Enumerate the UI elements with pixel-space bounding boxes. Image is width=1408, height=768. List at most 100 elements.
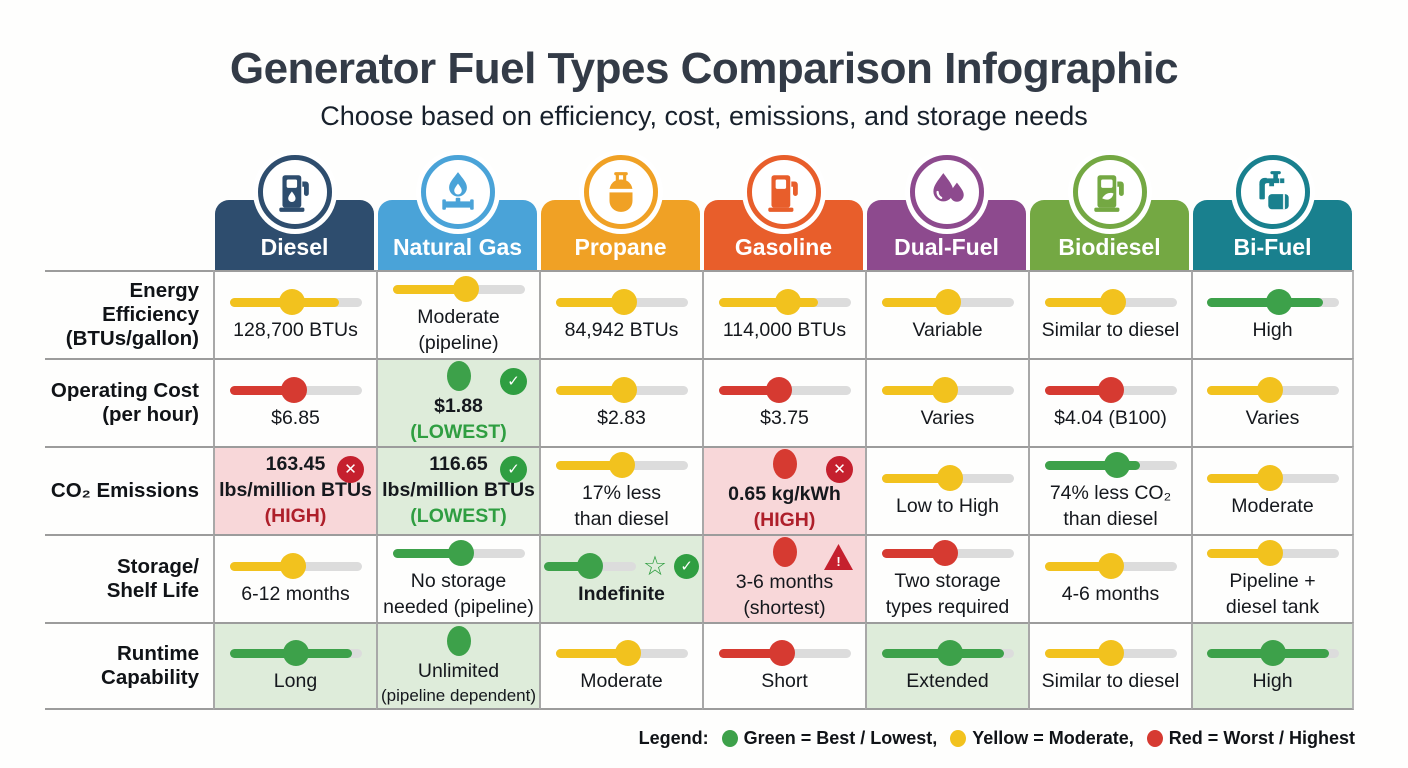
cell-value: $1.88	[434, 395, 483, 418]
slider-knob	[1097, 553, 1124, 580]
slider-knob	[768, 640, 795, 667]
rating-indicator	[1206, 375, 1339, 405]
cell-propane-energy-efficiency: 84,942 BTUs	[539, 270, 702, 358]
rating-slider	[392, 538, 525, 568]
cell-value: $6.85	[271, 407, 320, 430]
gas-flame-valve-icon	[420, 155, 495, 229]
rating-slider	[1206, 287, 1339, 317]
cell-value: Long	[273, 670, 318, 693]
cell-biodiesel-operating-cost: $4.04 (B100)	[1028, 358, 1191, 446]
rating-slider	[1044, 450, 1177, 480]
column-header-diesel: Diesel	[215, 155, 374, 270]
cell-natural-gas-runtime-capability: Unlimited (pipeline dependent)	[376, 622, 539, 710]
column-title-bi-fuel: Bi-Fuel	[1233, 234, 1312, 260]
rating-indicator	[772, 537, 797, 569]
legend-items: Green = Best / Lowest, Yellow = Moderate,…	[721, 728, 1355, 749]
cell-value: Similar to diesel	[1041, 319, 1180, 342]
rating-slider	[881, 375, 1014, 405]
slider-knob	[1259, 640, 1286, 667]
fuel-pump-icon	[746, 155, 821, 229]
column-title-natural-gas: Natural Gas	[392, 234, 523, 260]
cell-value: 128,700 BTUs	[233, 319, 358, 342]
column-title-diesel: Diesel	[260, 234, 329, 260]
rating-indicator	[881, 287, 1014, 317]
column-header-dual-fuel: Dual-Fuel	[867, 155, 1026, 270]
cell-value: Short	[761, 670, 808, 693]
legend-item-0: Green = Best / Lowest,	[721, 728, 938, 749]
cell-value: (HIGH)	[753, 509, 816, 531]
row-label-line: Capability	[101, 666, 199, 689]
rating-slider	[555, 375, 688, 405]
rating-slider	[1044, 638, 1177, 668]
rating-dot	[446, 361, 471, 392]
gas-flame-valve-icon	[441, 172, 474, 210]
legend-label: Legend:	[638, 728, 709, 748]
cell-value: 4-6 months	[1061, 583, 1160, 606]
legend-item-2: Red = Worst / Highest	[1146, 728, 1355, 749]
slider-knob	[937, 640, 964, 667]
rating-slider	[555, 450, 688, 480]
cell-value: 163.45	[265, 453, 326, 476]
cell-dual-fuel-co2-emissions: Low to High	[865, 446, 1028, 534]
cell-diesel-operating-cost: $6.85	[213, 358, 376, 446]
cell-value: (pipeline)	[418, 332, 499, 354]
slider-fill	[718, 386, 792, 396]
column-header-bi-fuel: Bi-Fuel	[1193, 155, 1352, 270]
slider-fill	[392, 285, 475, 295]
fuel-pump-icon	[767, 175, 798, 212]
cell-propane-runtime-capability: Moderate	[539, 622, 702, 710]
rating-indicator	[718, 638, 851, 668]
cross-badge-icon: ✕	[337, 456, 364, 483]
cell-value: needed (pipeline)	[383, 596, 534, 618]
legend-item-text: Green = Best / Lowest,	[743, 728, 938, 748]
row-label-energy-efficiency: Energy Efficiency (BTUs/gallon)	[45, 270, 213, 358]
cell-value: 3-6 months	[735, 571, 834, 594]
cell-value: High	[1252, 319, 1293, 342]
comparison-table: Diesel Natural Gas Propane Gasoline Dual-Fue…	[45, 155, 1354, 710]
slider-fill	[881, 298, 956, 308]
slider-fill	[1044, 298, 1122, 308]
rating-indicator	[446, 625, 471, 658]
slider-fill	[718, 298, 818, 308]
cell-dual-fuel-operating-cost: Varies	[865, 358, 1028, 446]
cell-diesel-runtime-capability: Long	[213, 622, 376, 710]
rating-slider	[718, 287, 851, 317]
row-label-line: Shelf Life	[106, 579, 199, 602]
slider-fill	[1206, 474, 1280, 484]
row-label-storage-shelf-life: Storage/Shelf Life	[45, 534, 213, 622]
cell-propane-operating-cost: $2.83	[539, 358, 702, 446]
slider-fill	[1044, 649, 1118, 659]
slider-knob	[1100, 289, 1127, 316]
cell-biodiesel-co2-emissions: 74% less CO₂ than diesel	[1028, 446, 1191, 534]
rating-slider	[1206, 538, 1339, 568]
cell-value: 6-12 months	[241, 583, 350, 606]
table-corner	[45, 155, 213, 270]
rating-indicator	[881, 375, 1014, 405]
cell-natural-gas-storage-shelf-life: No storage needed (pipeline)	[376, 534, 539, 622]
cell-value: lbs/million BTUs	[219, 479, 372, 502]
slider-knob	[934, 289, 961, 316]
pipe-tank-icon	[1258, 171, 1289, 210]
slider-knob	[1104, 452, 1131, 479]
slider-knob	[931, 540, 958, 567]
rating-slider	[718, 375, 851, 405]
row-label-line: (per hour)	[102, 403, 199, 426]
cell-value: 114,000 BTUs	[722, 319, 847, 342]
check-badge-icon: ✓	[674, 553, 700, 579]
cell-bi-fuel-storage-shelf-life: Pipeline + diesel tank	[1191, 534, 1354, 622]
slider-knob	[937, 465, 964, 492]
cell-bi-fuel-co2-emissions: Moderate	[1191, 446, 1354, 534]
rating-slider	[543, 551, 636, 581]
slider-knob	[279, 553, 306, 580]
cell-value: Varies	[1245, 407, 1300, 430]
rating-indicator	[392, 274, 525, 304]
cell-natural-gas-energy-efficiency: Moderate (pipeline)	[376, 270, 539, 358]
cell-dual-fuel-storage-shelf-life: Two storage types required	[865, 534, 1028, 622]
cell-biodiesel-energy-efficiency: Similar to diesel	[1028, 270, 1191, 358]
rating-indicator	[229, 287, 362, 317]
rating-indicator	[1044, 375, 1177, 405]
rating-dot	[772, 449, 797, 480]
cell-value: Two storage	[894, 570, 1001, 593]
slider-knob	[766, 377, 793, 404]
slider-knob	[775, 289, 802, 316]
